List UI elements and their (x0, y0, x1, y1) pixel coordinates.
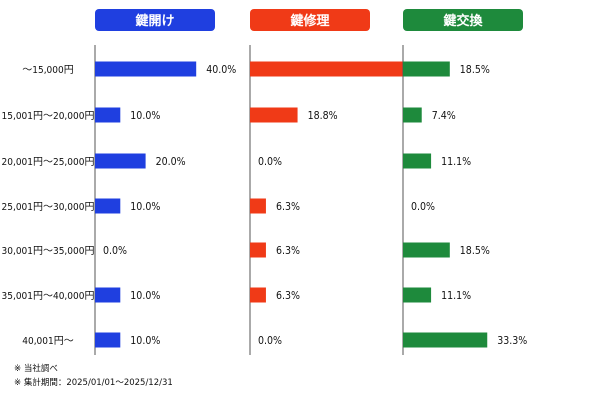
bar (250, 242, 266, 258)
bar (95, 61, 197, 77)
panel-1: 鍵開け 40.0% 10.0% 20.0% 10.0% 0.0% 10.0% 10.0% (94, 9, 236, 355)
data-label: 6.3% (276, 290, 300, 302)
data-label: 6.3% (276, 245, 300, 257)
bar (250, 61, 409, 77)
data-label: 0.0% (103, 245, 127, 257)
panel-header (403, 9, 523, 31)
data-label: 10.0% (130, 201, 160, 213)
bar (95, 153, 146, 169)
note-source: ※ 当社調べ (14, 363, 58, 374)
category-label: 15,001円〜20,000円 (2, 111, 95, 122)
bar (95, 332, 121, 348)
data-label: 33.3% (497, 335, 527, 347)
chart-panels: 鍵開け 40.0% 10.0% 20.0% 10.0% 0.0% 10.0% 10.0% 鍵修理… (94, 9, 527, 355)
category-label: 40,001円〜 (22, 336, 73, 347)
bar (403, 287, 432, 303)
panel-title: 鍵交換 (443, 13, 483, 29)
bar (95, 287, 121, 303)
data-label: 10.0% (130, 290, 160, 302)
bar (95, 198, 121, 214)
panel-header (250, 9, 370, 31)
data-label: 18.8% (308, 110, 338, 122)
data-label: 10.0% (130, 335, 160, 347)
data-label: 11.1% (441, 156, 471, 168)
data-label: 0.0% (258, 156, 282, 168)
data-label: 18.5% (460, 245, 490, 257)
data-label: 0.0% (411, 201, 435, 213)
bar (403, 242, 450, 258)
data-label: 40.0% (206, 64, 236, 76)
data-label: 7.4% (432, 110, 456, 122)
panel-3: 鍵交換 18.5% 7.4% 11.1% 0.0% 18.5% 11.1% 33.3% (402, 9, 527, 355)
bar (250, 198, 266, 214)
data-label: 0.0% (258, 335, 282, 347)
category-label: 35,001円〜40,000円 (2, 291, 95, 302)
bar (250, 287, 266, 303)
bar (403, 153, 432, 169)
data-label: 18.5% (460, 64, 490, 76)
category-labels: 〜15,000円 15,001円〜20,000円 20,001円〜25,000円 25… (2, 65, 95, 347)
panel-header (95, 9, 215, 31)
category-label: 20,001円〜25,000円 (2, 157, 95, 168)
bar (403, 332, 488, 348)
category-label: 30,001円〜35,000円 (2, 246, 95, 257)
bar (250, 107, 298, 123)
data-label: 10.0% (130, 110, 160, 122)
data-label: 6.3% (276, 201, 300, 213)
panel-title: 鍵修理 (290, 13, 329, 29)
panel-title: 鍵開け (135, 13, 174, 29)
note-period: ※ 集計期間：2025/01/01〜2025/12/31 (14, 377, 173, 388)
category-label: 〜15,000円 (22, 65, 73, 76)
panel-2: 鍵修理62.5%18.8%0.0%6.3%6.3%6.3%0.0% (249, 9, 448, 355)
bar (403, 61, 450, 77)
bar (95, 107, 121, 123)
bar (403, 107, 422, 123)
data-label: 20.0% (156, 156, 186, 168)
category-label: 25,001円〜30,000円 (2, 202, 95, 213)
data-label: 11.1% (441, 290, 471, 302)
